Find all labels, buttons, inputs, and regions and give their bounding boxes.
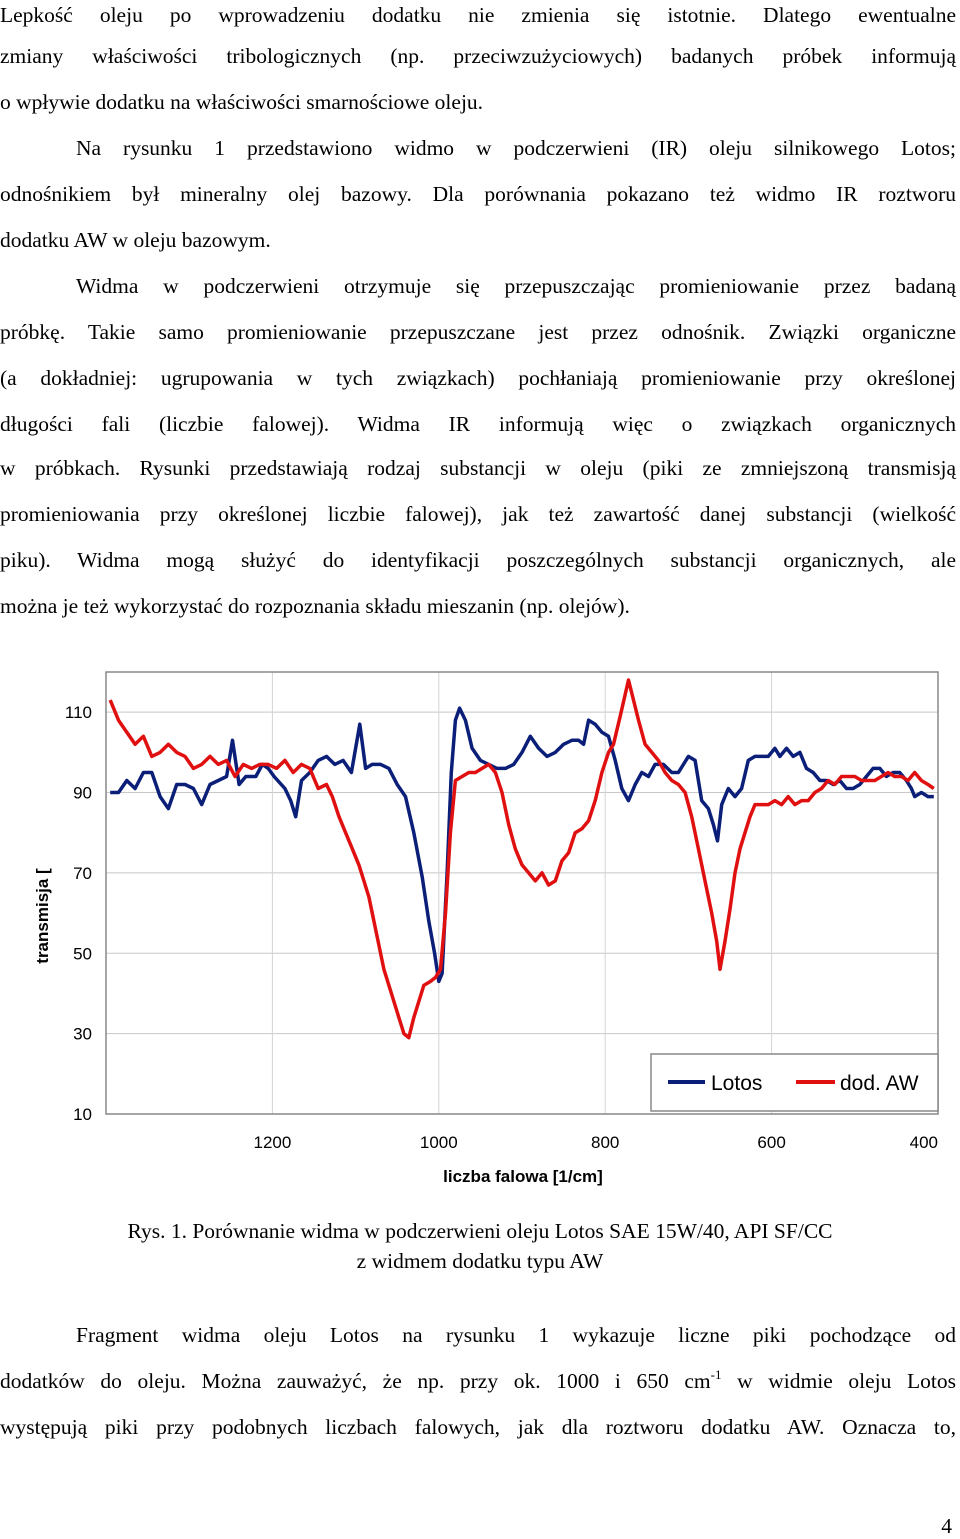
x-tick-label: 1000 — [420, 1133, 458, 1152]
x-tick-labels: 1200 1000 800 600 400 — [253, 1133, 938, 1152]
series-line-lotos — [110, 706, 934, 984]
y-tick-label: 10 — [73, 1105, 92, 1124]
paragraph-4-line-1: Fragment widma oleju Lotos na rysunku 1 … — [76, 1323, 956, 1347]
page-number: 4 — [941, 1514, 952, 1538]
paragraph-2-line-2: odnośnikiem był mineralny olej bazowy. D… — [0, 182, 956, 206]
paragraph-3-line-3: (a dokładniej: ugrupowania w tych związk… — [0, 366, 956, 390]
paragraph-1-line-2: zmiany właściwości tribologicznych (np. … — [0, 44, 956, 68]
y-tick-labels: 10 30 50 70 90 110 — [65, 703, 92, 1124]
paragraph-3-line-7: piku). Widma mogą służyć do identyfikacj… — [0, 548, 956, 572]
paragraph-4-line-3: występują piki przy podobnych liczbach f… — [0, 1415, 956, 1439]
paragraph-1-line-3: o wpływie dodatku na właściwości smarnoś… — [0, 90, 484, 114]
series-line-aw — [108, 678, 935, 1040]
paragraph-3-line-6: promieniowania przy określonej liczbie f… — [0, 502, 956, 526]
paragraph-3-line-4: długości fali (liczbie falowej). Widma I… — [0, 412, 956, 436]
x-tick-label: 400 — [910, 1133, 938, 1152]
y-tick-label: 90 — [73, 784, 92, 803]
ir-spectrum-chart: 10 30 50 70 90 110 1200 1000 800 600 400 transmis… — [33, 671, 939, 1186]
paragraph-3-line-5: w próbkach. Rysunki przedstawiają rodzaj… — [0, 456, 956, 480]
y-tick-label: 110 — [65, 703, 92, 722]
chart-series — [108, 678, 935, 1040]
legend-label-aw: dod. AW — [840, 1072, 919, 1095]
paragraph-1-line-1: Lepkość oleju po wprowadzeniu dodatku ni… — [0, 3, 956, 27]
chart-grid — [106, 672, 939, 1115]
plot-area-frame — [105, 671, 939, 1115]
paragraph-2-line-3: dodatku AW w oleju bazowym. — [0, 228, 271, 252]
unit-superscript: -1 — [710, 1367, 722, 1382]
y-tick-label: 30 — [73, 1025, 92, 1044]
paragraph-4-line-2-text-b: w widmie oleju Lotos — [721, 1369, 956, 1393]
paragraph-3-line-1: Widma w podczerwieni otrzymuje się przep… — [76, 274, 956, 298]
x-tick-label: 1200 — [253, 1133, 291, 1152]
paragraph-3-line-2: próbkę. Takie samo promieniowanie przepu… — [0, 320, 956, 344]
chart-legend: Lotos dod. AW — [650, 1053, 939, 1112]
paragraph-3-line-8: można je też wykorzystać do rozpoznania … — [0, 594, 630, 618]
figure-caption-line-1: Rys. 1. Porównanie widma w podczerwieni … — [127, 1219, 833, 1243]
paragraph-2-line-1: Na rysunku 1 przedstawiono widmo w podcz… — [76, 136, 956, 160]
y-axis-label: transmisja [ — [33, 868, 52, 964]
y-tick-label: 70 — [73, 864, 92, 883]
x-tick-label: 800 — [591, 1133, 619, 1152]
paragraph-4-line-2-text-a: dodatków do oleju. Można zauważyć, że np… — [0, 1369, 711, 1393]
x-axis-label: liczba falowa [1/cm] — [443, 1167, 603, 1186]
y-tick-label: 50 — [73, 944, 92, 963]
x-tick-label: 600 — [757, 1133, 785, 1152]
legend-label-lotos: Lotos — [711, 1072, 762, 1095]
paragraph-4-line-2: dodatków do oleju. Można zauważyć, że np… — [0, 1366, 956, 1396]
figure-caption-line-2: z widmem dodatku typu AW — [356, 1249, 604, 1273]
